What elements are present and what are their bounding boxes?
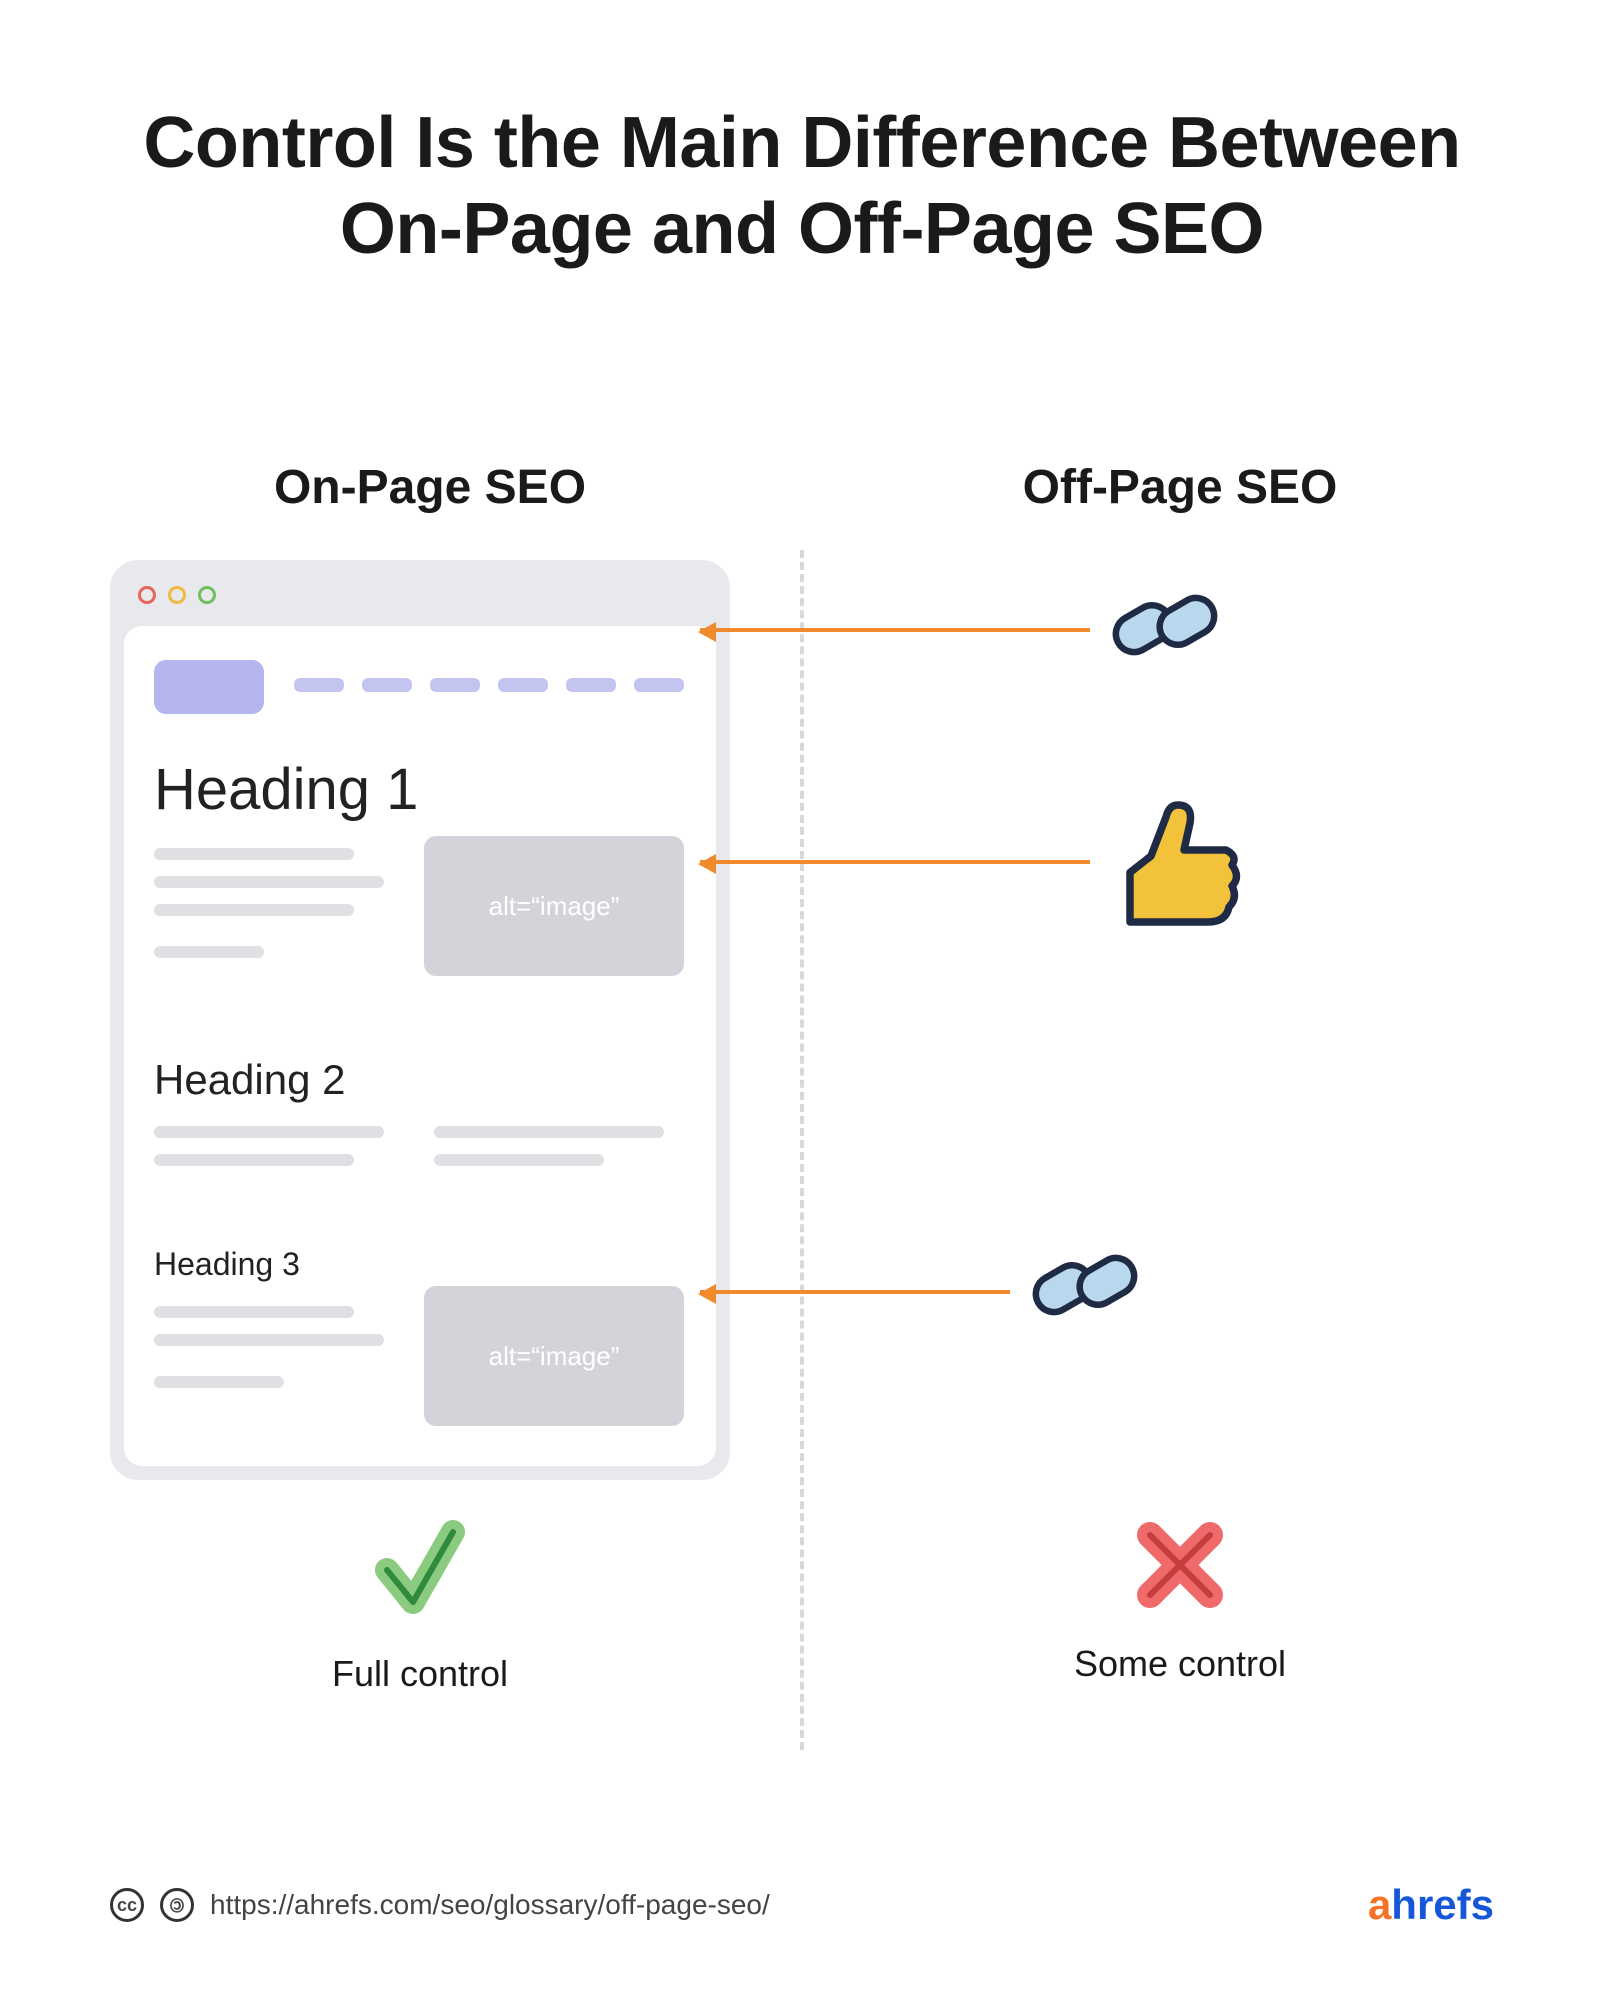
nav-placeholder: [294, 678, 686, 692]
traffic-green-icon: [198, 586, 216, 604]
column-divider: [800, 550, 804, 1750]
browser-window-mock: Heading 1 alt=“image” Heading 2 Heading …: [110, 560, 730, 1480]
left-status-label: Full control: [110, 1653, 730, 1695]
columns-container: On-Page SEO Off-Page SEO Heading 1 alt=“…: [0, 460, 1604, 1740]
text-bar: [154, 848, 354, 860]
alt-text-label: alt=“image”: [489, 891, 620, 922]
brand-logo: ahrefs: [1368, 1881, 1494, 1929]
text-bar: [434, 1154, 604, 1166]
thumbs-up-icon: [1100, 790, 1250, 940]
source-url: https://ahrefs.com/seo/glossary/off-page…: [210, 1889, 770, 1921]
text-bar: [154, 1126, 384, 1138]
arrow-icon: [700, 1290, 1010, 1294]
traffic-yellow-icon: [168, 586, 186, 604]
chain-link-icon: [1020, 1220, 1150, 1350]
right-status-label: Some control: [870, 1643, 1490, 1685]
heading-2-label: Heading 2: [154, 1056, 345, 1104]
text-bar: [154, 1334, 384, 1346]
right-column-title: Off-Page SEO: [870, 460, 1490, 515]
brand-rest: hrefs: [1391, 1881, 1494, 1928]
text-bar: [434, 1126, 664, 1138]
text-bar: [154, 876, 384, 888]
left-status: Full control: [110, 1520, 730, 1695]
image-placeholder: alt=“image”: [424, 836, 684, 976]
page-mock: Heading 1 alt=“image” Heading 2 Heading …: [124, 626, 716, 1466]
alt-text-label: alt=“image”: [489, 1341, 620, 1372]
infographic-title: Control Is the Main Difference Between O…: [0, 0, 1604, 273]
brand-a: a: [1368, 1881, 1391, 1928]
heading-3-label: Heading 3: [154, 1246, 300, 1283]
traffic-lights: [138, 586, 216, 604]
check-icon: [110, 1520, 730, 1635]
arrow-icon: [700, 628, 1090, 632]
chain-link-icon: [1100, 560, 1230, 690]
attribution-icon: 🄯: [160, 1888, 194, 1922]
logo-placeholder: [154, 660, 264, 714]
arrow-icon: [700, 860, 1090, 864]
cross-icon: [870, 1520, 1490, 1625]
text-bar: [154, 1306, 354, 1318]
traffic-red-icon: [138, 586, 156, 604]
image-placeholder: alt=“image”: [424, 1286, 684, 1426]
left-column-title: On-Page SEO: [120, 460, 740, 515]
cc-icon: cc: [110, 1888, 144, 1922]
right-status: Some control: [870, 1520, 1490, 1685]
footer: cc 🄯 https://ahrefs.com/seo/glossary/off…: [110, 1881, 1494, 1929]
text-bar: [154, 1154, 354, 1166]
text-bar: [154, 1376, 284, 1388]
heading-1-label: Heading 1: [154, 756, 418, 823]
text-bar: [154, 904, 354, 916]
text-bar: [154, 946, 264, 958]
